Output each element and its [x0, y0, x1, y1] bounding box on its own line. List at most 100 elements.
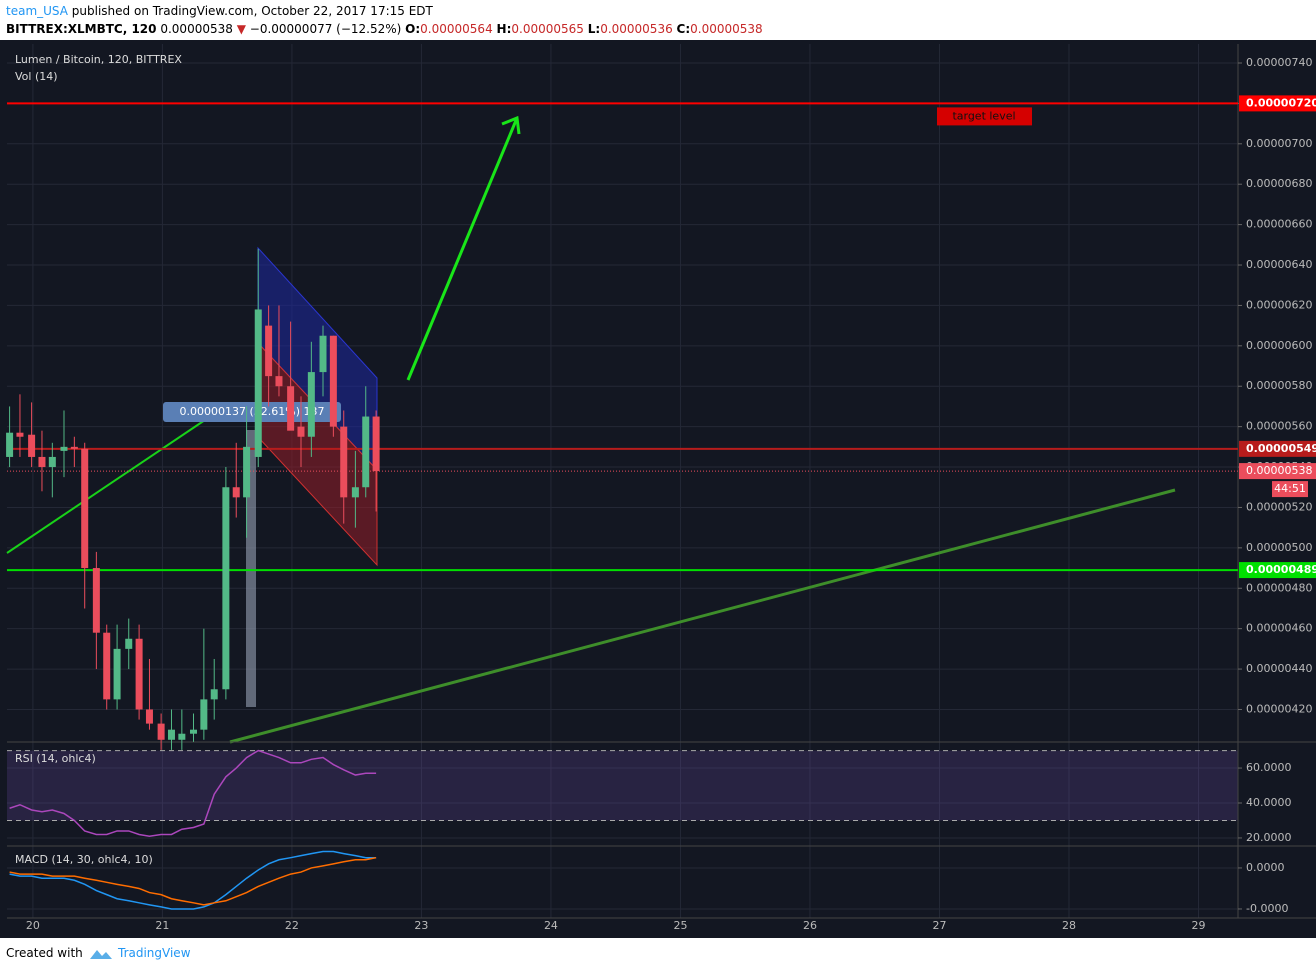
candle-body — [329, 335, 337, 427]
user[interactable]: team_USA — [6, 4, 68, 18]
brand[interactable]: TradingView — [118, 946, 191, 960]
y-tick-label: 0.00000440 — [1246, 662, 1312, 675]
x-tick-label: 25 — [673, 919, 687, 932]
o: 0.00000564 — [420, 22, 493, 36]
y-tick-label: 20.0000 — [1246, 831, 1292, 844]
level-tag — [1239, 562, 1316, 579]
y-tick-label: 0.00000500 — [1246, 541, 1312, 554]
candle-body — [38, 456, 46, 468]
candle-body — [189, 729, 197, 734]
publish-line: team_USA published on TradingView.com, O… — [6, 4, 433, 18]
symbol: BITTREX:XLMBTC, 120 — [6, 22, 157, 36]
level-tag — [1239, 440, 1316, 457]
candle-body — [125, 638, 133, 649]
candle-body — [254, 309, 262, 457]
x-tick-label: 21 — [155, 919, 169, 932]
arrow — [406, 117, 519, 381]
macd-title: MACD (14, 30, ohlc4, 10) — [15, 853, 153, 866]
candle-body — [16, 432, 24, 437]
candle-body — [372, 416, 380, 472]
candle-body — [362, 416, 370, 488]
logo — [90, 950, 112, 959]
macd-line — [9, 850, 377, 910]
rsi-line — [9, 749, 377, 837]
candle-body — [28, 434, 36, 457]
last-label: 0.00000538 — [1246, 464, 1312, 477]
c: 0.00000538 — [690, 22, 763, 36]
y-tick-label: 0.00000480 — [1246, 581, 1312, 594]
h-label: H: — [496, 22, 512, 36]
chart-title: Lumen / Bitcoin, 120, BITTREX — [15, 53, 182, 66]
x-tick-label: 29 — [1191, 919, 1205, 932]
candle-body — [113, 648, 121, 700]
y-tick-label: 0.00000600 — [1246, 339, 1312, 352]
candle-body — [351, 487, 359, 498]
candle-body — [319, 335, 327, 373]
y-tick-label: 0.00000680 — [1246, 177, 1312, 190]
candle-body — [243, 446, 251, 498]
candle-body — [265, 325, 273, 377]
candle-body — [60, 446, 68, 451]
candle-body — [297, 426, 305, 437]
candle-body — [157, 723, 165, 740]
level-note: target level — [952, 109, 1015, 122]
y-tick-label: -0.0000 — [1246, 902, 1288, 915]
y-tick-label: 0.00000620 — [1246, 298, 1312, 311]
y-tick-label: 40.0000 — [1246, 796, 1292, 809]
background — [0, 40, 1316, 938]
candle-body — [232, 487, 240, 498]
level-label: 0.00000489 — [1246, 563, 1316, 576]
header: team_USA published on TradingView.com, O… — [0, 0, 1316, 40]
candle-body — [145, 709, 153, 724]
last-tag — [1239, 463, 1316, 480]
l: 0.00000536 — [600, 22, 673, 36]
countdown: 44:51 — [1274, 482, 1306, 495]
candle-body — [6, 432, 14, 457]
o-label: O: — [405, 22, 421, 36]
level-tag — [1239, 95, 1316, 112]
x-tick-label: 27 — [932, 919, 946, 932]
quote-line: BITTREX:XLMBTC, 120 0.00000538 ▼ −0.0000… — [6, 22, 763, 36]
rsi-title: RSI (14, ohlc4) — [15, 752, 96, 765]
candle-body — [222, 487, 230, 690]
measure-label: 0.00000137 (32.61%) 137 — [180, 405, 325, 418]
footer: Created with TradingView — [0, 938, 1316, 971]
y-tick-label: 0.00000520 — [1246, 500, 1312, 513]
candle-body — [135, 638, 143, 710]
x-tick-label: 20 — [26, 919, 40, 932]
candle-body — [275, 376, 283, 387]
l-label: L: — [587, 22, 601, 36]
y-tick-label: 60.0000 — [1246, 761, 1292, 774]
candle-body — [70, 446, 78, 449]
grid — [7, 44, 1238, 918]
x-tick-label: 23 — [414, 919, 428, 932]
arrow-head — [501, 115, 521, 135]
candle-body — [340, 426, 348, 498]
arrow: ▼ — [236, 22, 246, 36]
countdown-tag — [1272, 481, 1308, 498]
x-tick-label: 28 — [1062, 919, 1076, 932]
last: 0.00000538 — [160, 22, 233, 36]
candle-body — [178, 733, 186, 740]
y-tick-label: 0.00000700 — [1246, 137, 1312, 150]
candle-body — [81, 448, 89, 569]
measure-bar — [246, 430, 256, 707]
created: Created with — [6, 946, 83, 960]
y-tick-label: 0.00000460 — [1246, 622, 1312, 635]
candle-body — [48, 456, 56, 468]
candle-body — [167, 729, 175, 740]
c-label: C: — [676, 22, 691, 36]
candle-body — [92, 568, 100, 633]
y-tick-label: 0.00000640 — [1246, 258, 1312, 271]
y-tick-label: 0.00000580 — [1246, 379, 1312, 392]
rsi-band — [7, 750, 1238, 821]
y-tick-label: 0.00000560 — [1246, 420, 1312, 433]
candle-body — [103, 632, 111, 700]
x-tick-label: 24 — [544, 919, 558, 932]
y-tick-label: 0.0000 — [1246, 861, 1285, 874]
trend-line — [6, 419, 206, 554]
measure-label-bg — [163, 402, 341, 422]
note-bg — [937, 107, 1032, 126]
candle-body — [307, 372, 315, 437]
